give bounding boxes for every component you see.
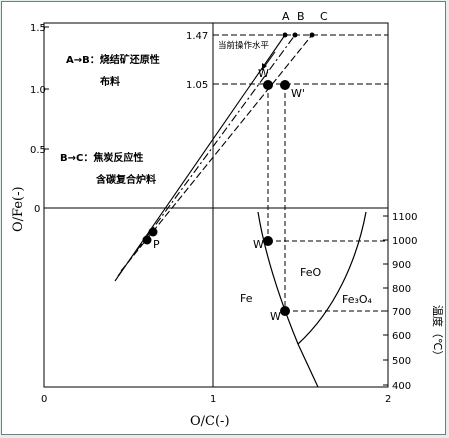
temp-tick-label: 500 (392, 356, 411, 367)
plot-area (43, 22, 389, 388)
marker-a-147 (282, 32, 288, 38)
temp-tick-label: 600 (392, 331, 411, 342)
point-w-1000-label: W (253, 238, 264, 251)
x-axis-title: O/C(-) (190, 414, 230, 429)
ref-label-105: 1.05 (186, 80, 208, 91)
temp-tick-label: 900 (392, 260, 411, 271)
temp-tick-label: 400 (392, 381, 411, 392)
note-ab-line2: 布料 (100, 75, 120, 88)
y-tick-label: 0.5 (30, 145, 46, 156)
point-p-upper (148, 227, 158, 237)
point-w-label: W (258, 67, 269, 80)
note-bc-line2: 含碳复合炉料 (96, 173, 156, 186)
point-w-700-label: W (270, 310, 281, 323)
line-label-a: A (282, 10, 290, 23)
marker-b-147 (292, 32, 298, 38)
phase-feo: FeO (300, 266, 321, 279)
x-tick-label: 1 (210, 394, 216, 405)
line-c (120, 34, 313, 272)
fe-feo-boundary (257, 211, 319, 388)
feo-fe3o4-boundary (297, 211, 367, 345)
point-w-700 (280, 306, 290, 316)
phase-fe: Fe (240, 292, 253, 305)
note-ab-line1: A→B：烧结矿还原性 (66, 53, 160, 66)
y-tick-label: 1.5 (30, 23, 46, 34)
temp-tick-label: 700 (392, 307, 411, 318)
line-label-b: B (297, 10, 305, 23)
ref-label-147: 1.47 (186, 31, 208, 42)
temp-tick-label: 800 (392, 284, 411, 295)
point-w-1000 (263, 236, 273, 246)
y-axis-title: O/Fe(-) (11, 186, 26, 232)
annotation-arrowhead (262, 63, 267, 70)
phase-fe3o4: Fe₃O₄ (342, 293, 373, 306)
annotation-current-level: 当前操作水平 (218, 40, 270, 51)
line-label-c: C (320, 10, 328, 23)
point-w-prime-label: W' (291, 87, 305, 100)
y-tick-label: 1.0 (30, 85, 46, 96)
point-p-label: P (153, 238, 160, 251)
y-tick-label: 0 (34, 204, 40, 215)
x-tick-label: 2 (385, 394, 391, 405)
x-tick-label: 0 (41, 394, 47, 405)
note-bc-line1: B→C：焦炭反应性 (60, 151, 143, 164)
point-p-lower (142, 235, 152, 245)
temp-tick-label: 1100 (392, 212, 417, 223)
temperature-axis (383, 215, 388, 386)
marker-c-147 (309, 32, 315, 38)
temperature-axis-title: 温度（℃） (431, 305, 445, 361)
temp-tick-label: 1000 (392, 236, 417, 247)
